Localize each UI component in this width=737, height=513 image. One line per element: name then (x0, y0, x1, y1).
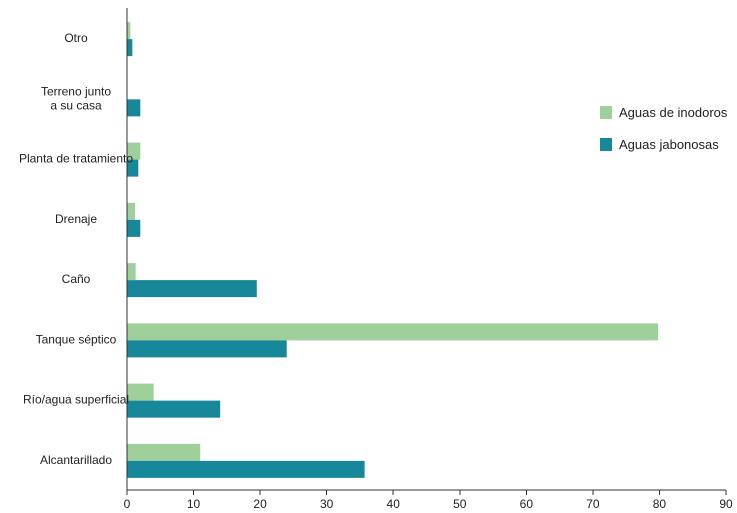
legend-label: Aguas de inodoros (619, 105, 728, 120)
category-label: Alcantarillado (40, 453, 112, 467)
x-tick-label: 80 (653, 497, 667, 511)
x-tick-label: 30 (320, 497, 334, 511)
x-tick-label: 0 (124, 497, 131, 511)
bar-aguas-jabonosas-7 (127, 460, 365, 478)
bar-aguas-jabonosas-5 (127, 340, 287, 358)
bar-aguas-de-inodoros-5 (127, 323, 659, 341)
bar-aguas-jabonosas-6 (127, 400, 221, 418)
category-labels: Otro Terreno junto a su casa Planta de trat… (19, 31, 133, 467)
legend-swatch (600, 138, 612, 151)
x-tick-label: 60 (520, 497, 534, 511)
bar-aguas-de-inodoros-3 (127, 202, 135, 220)
legend: Aguas de inodoros Aguas jabonosas (600, 105, 728, 152)
bar-aguas-jabonosas-0 (127, 39, 133, 57)
bar-aguas-de-inodoros-2 (127, 142, 141, 160)
category-label: Planta de tratamiento (19, 152, 133, 166)
bar-aguas-jabonosas-3 (127, 219, 141, 237)
x-tick-label: 40 (387, 497, 401, 511)
category-label: Río/agua superficial (23, 393, 129, 407)
x-axis: 0 10 20 30 40 50 60 70 80 90 (124, 8, 733, 511)
bar-aguas-de-inodoros-0 (127, 22, 131, 40)
bar-aguas-de-inodoros-6 (127, 383, 154, 401)
x-tick-label: 50 (453, 497, 467, 511)
x-tick-label: 70 (586, 497, 600, 511)
bar-aguas-jabonosas-1 (127, 99, 141, 117)
legend-swatch (600, 106, 612, 119)
x-tick-label: 20 (253, 497, 267, 511)
category-label: Caño (62, 272, 91, 286)
category-label: Terreno junto a su casa (41, 84, 111, 112)
category-label: Drenaje (55, 212, 97, 226)
category-label: Tanque séptico (36, 332, 117, 346)
bar-aguas-jabonosas-2 (127, 159, 139, 177)
bar-aguas-de-inodoros-7 (127, 443, 201, 461)
bars-layer (127, 22, 659, 478)
legend-label: Aguas jabonosas (619, 137, 719, 152)
x-tick-label: 90 (719, 497, 733, 511)
x-tick-label: 10 (187, 497, 201, 511)
bar-aguas-jabonosas-4 (127, 280, 257, 298)
bar-aguas-de-inodoros-4 (127, 263, 136, 281)
category-label: Otro (64, 31, 88, 45)
